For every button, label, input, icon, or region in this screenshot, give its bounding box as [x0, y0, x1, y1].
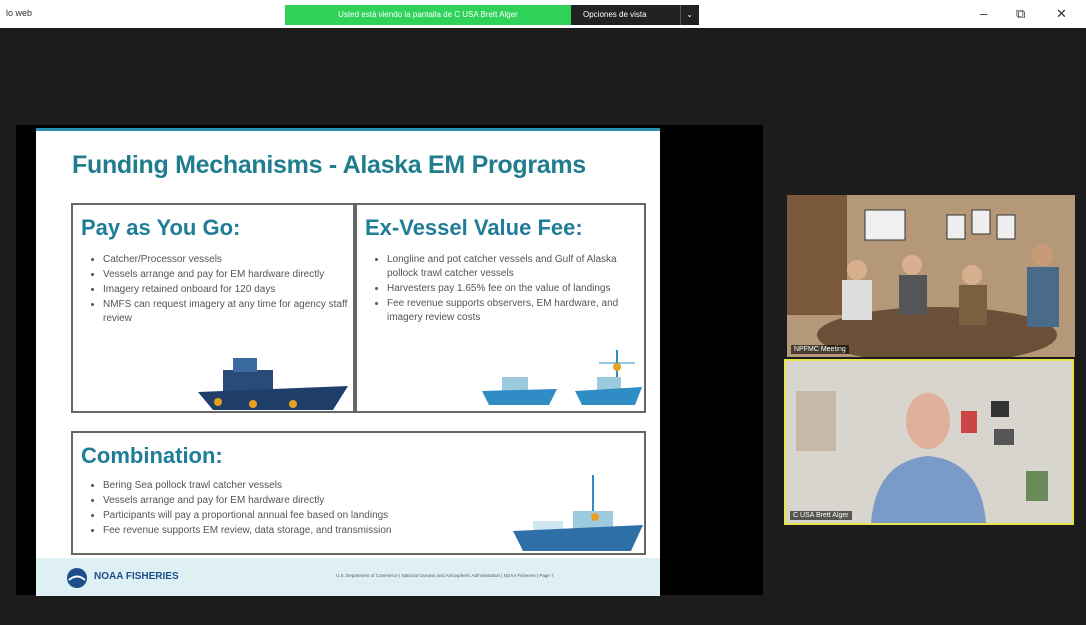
footer-logo: NOAA FISHERIES: [94, 571, 179, 582]
video-feed: [786, 361, 1072, 523]
bullet: Vessels arrange and pay for EM hardware …: [103, 268, 353, 282]
section-heading: Combination:: [81, 443, 223, 469]
view-options-button[interactable]: Opciones de vista ⌄: [571, 5, 699, 25]
bullet: Catcher/Processor vessels: [103, 253, 353, 267]
bullet-list: Catcher/Processor vesselsVessels arrange…: [81, 253, 353, 327]
noaa-logo: [66, 567, 88, 589]
section-heading: Pay as You Go:: [81, 215, 240, 241]
bullet-list: Bering Sea pollock trawl catcher vessels…: [81, 479, 523, 539]
app-title: lo web: [6, 8, 32, 18]
view-options-arrow[interactable]: ⌄: [680, 5, 693, 25]
bullet: NMFS can request imagery at any time for…: [103, 298, 353, 326]
footer-note: U.S. Department of Commerce | National O…: [336, 573, 554, 578]
restore-button[interactable]: ⧉: [1016, 6, 1025, 22]
section-box: Combination: Bering Sea pollock trawl cat…: [71, 431, 646, 555]
bullet: Fee revenue supports EM review, data sto…: [103, 524, 523, 538]
close-button[interactable]: ✕: [1056, 6, 1067, 22]
slide: Funding Mechanisms - Alaska EM Programs …: [36, 128, 660, 593]
bullet: Harvesters pay 1.65% fee on the value of…: [387, 282, 649, 296]
zoom-window: {"window": {"app_title": "lo web", "bann…: [0, 0, 1086, 625]
bullet: Bering Sea pollock trawl catcher vessels: [103, 479, 523, 493]
view-options-label: Opciones de vista: [583, 10, 647, 19]
bullet: Participants will pay a proportional ann…: [103, 509, 523, 523]
participant-name: NPFMC Meeting: [791, 345, 849, 354]
video-feed: [787, 195, 1075, 357]
slide-footer: NOAA FISHERIES U.S. Department of Commer…: [36, 558, 660, 596]
minimize-button[interactable]: –: [980, 6, 987, 21]
boat-illustration: [193, 350, 353, 412]
video-tile-active[interactable]: C USA Brett Alger: [784, 359, 1074, 525]
bullet: Fee revenue supports observers, EM hardw…: [387, 297, 649, 325]
section-box: Ex-Vessel Value Fee: Longline and pot cat…: [355, 203, 646, 413]
boat-illustration: [477, 345, 642, 411]
share-banner: Usted está viendo la pantalla de C USA B…: [285, 5, 571, 25]
slide-title: Funding Mechanisms - Alaska EM Programs: [72, 151, 586, 180]
bullet: Vessels arrange and pay for EM hardware …: [103, 494, 523, 508]
bullet: Longline and pot catcher vessels and Gul…: [387, 253, 649, 281]
bullet: Imagery retained onboard for 120 days: [103, 283, 353, 297]
section-heading: Ex-Vessel Value Fee:: [365, 215, 583, 241]
boat-illustration: [513, 473, 643, 555]
participant-name: C USA Brett Alger: [790, 511, 852, 520]
section-box: Pay as You Go: Catcher/Processor vesselsV…: [71, 203, 355, 413]
bullet-list: Longline and pot catcher vessels and Gul…: [365, 253, 649, 326]
video-tile[interactable]: NPFMC Meeting: [787, 195, 1075, 357]
